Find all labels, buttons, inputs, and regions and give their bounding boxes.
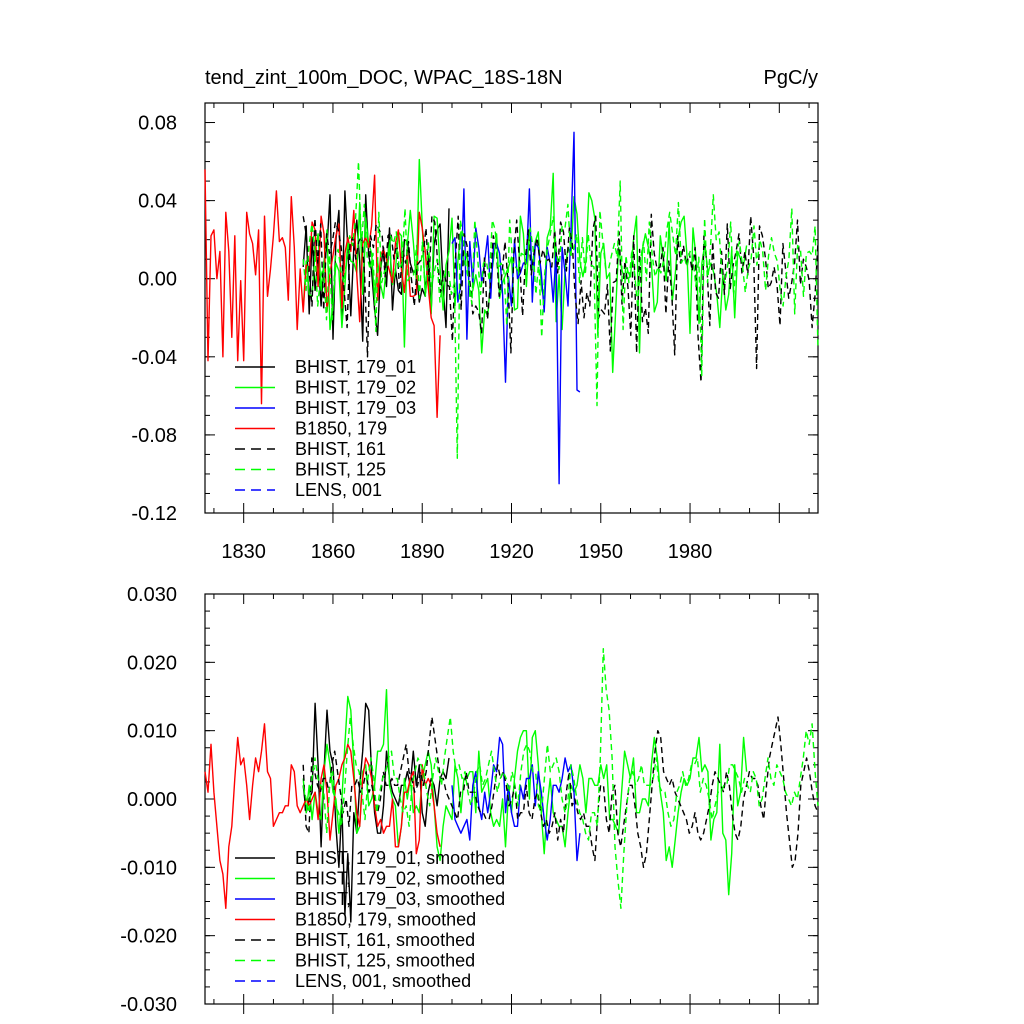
series-line-1 xyxy=(302,702,450,923)
bottom-series-group xyxy=(204,648,819,923)
bottom-axis-ticks: 0.030 0.020 0.010 0.000 -0.010 -0.020 -0.030 xyxy=(120,584,818,1016)
legend-label: BHIST, 179_01 xyxy=(295,357,416,378)
y-tick-label: -0.030 xyxy=(120,994,177,1016)
x-tick-label: 1950 xyxy=(579,541,624,563)
units-label: PgC/y xyxy=(764,67,818,89)
y-tick-label: 0.08 xyxy=(138,113,177,135)
y-tick-label: 0.020 xyxy=(127,652,177,674)
y-tick-label: -0.08 xyxy=(131,425,177,447)
series-line-3 xyxy=(451,736,581,862)
legend-label: BHIST, 179_03, smoothed xyxy=(295,889,505,910)
x-tick-label: 1980 xyxy=(668,541,713,563)
x-tick-label: 1890 xyxy=(400,541,445,563)
x-tick-label: 1920 xyxy=(489,541,534,563)
top-axis-ticks: 0.08 0.04 0.00 -0.04 -0.08 -0.12 1830 1860 1890 1… xyxy=(131,102,818,563)
legend-label: BHIST, 179_01, smoothed xyxy=(295,848,505,869)
legend-label: B1850, 179 xyxy=(295,419,387,439)
y-tick-label: 0.00 xyxy=(138,269,177,291)
legend-label: LENS, 001 xyxy=(295,480,382,500)
y-tick-label: 0.000 xyxy=(127,789,177,811)
chart-title: tend_zint_100m_DOC, WPAC_18S-18N xyxy=(205,67,563,89)
legend-label: BHIST, 161, smoothed xyxy=(295,930,475,950)
y-tick-label: -0.04 xyxy=(131,347,177,369)
legend-label: BHIST, 179_03 xyxy=(295,398,416,419)
legend-label: BHIST, 125, smoothed xyxy=(295,951,475,971)
y-tick-label: -0.010 xyxy=(120,857,177,879)
legend-label: BHIST, 179_02 xyxy=(295,378,416,399)
y-tick-label: 0.030 xyxy=(127,584,177,606)
legend-label: LENS, 001, smoothed xyxy=(295,971,471,991)
top-series-group xyxy=(204,131,819,485)
legend-label: BHIST, 161 xyxy=(295,439,386,459)
y-tick-label: -0.020 xyxy=(120,926,177,948)
legend-label: BHIST, 179_02, smoothed xyxy=(295,869,505,890)
legend-label: B1850, 179, smoothed xyxy=(295,910,476,930)
legend-label: BHIST, 125 xyxy=(295,460,386,480)
y-tick-label: -0.12 xyxy=(131,503,177,525)
series-line-6 xyxy=(302,648,819,909)
series-line-5 xyxy=(302,716,819,868)
x-tick-label: 1830 xyxy=(221,541,266,563)
series-line-4 xyxy=(204,723,441,909)
series-line-2 xyxy=(302,689,748,896)
y-tick-label: 0.04 xyxy=(138,191,177,213)
x-tick-label: 1860 xyxy=(311,541,356,563)
series-line-6 xyxy=(302,160,819,459)
bottom-panel: 0.030 0.020 0.010 0.000 -0.010 -0.020 -0.030 B… xyxy=(120,584,819,1016)
top-panel: 0.08 0.04 0.00 -0.04 -0.08 -0.12 1830 1860 1890 1… xyxy=(131,102,819,563)
y-tick-label: 0.010 xyxy=(127,721,177,743)
series-line-4 xyxy=(204,169,441,418)
series-line-5 xyxy=(302,213,819,383)
